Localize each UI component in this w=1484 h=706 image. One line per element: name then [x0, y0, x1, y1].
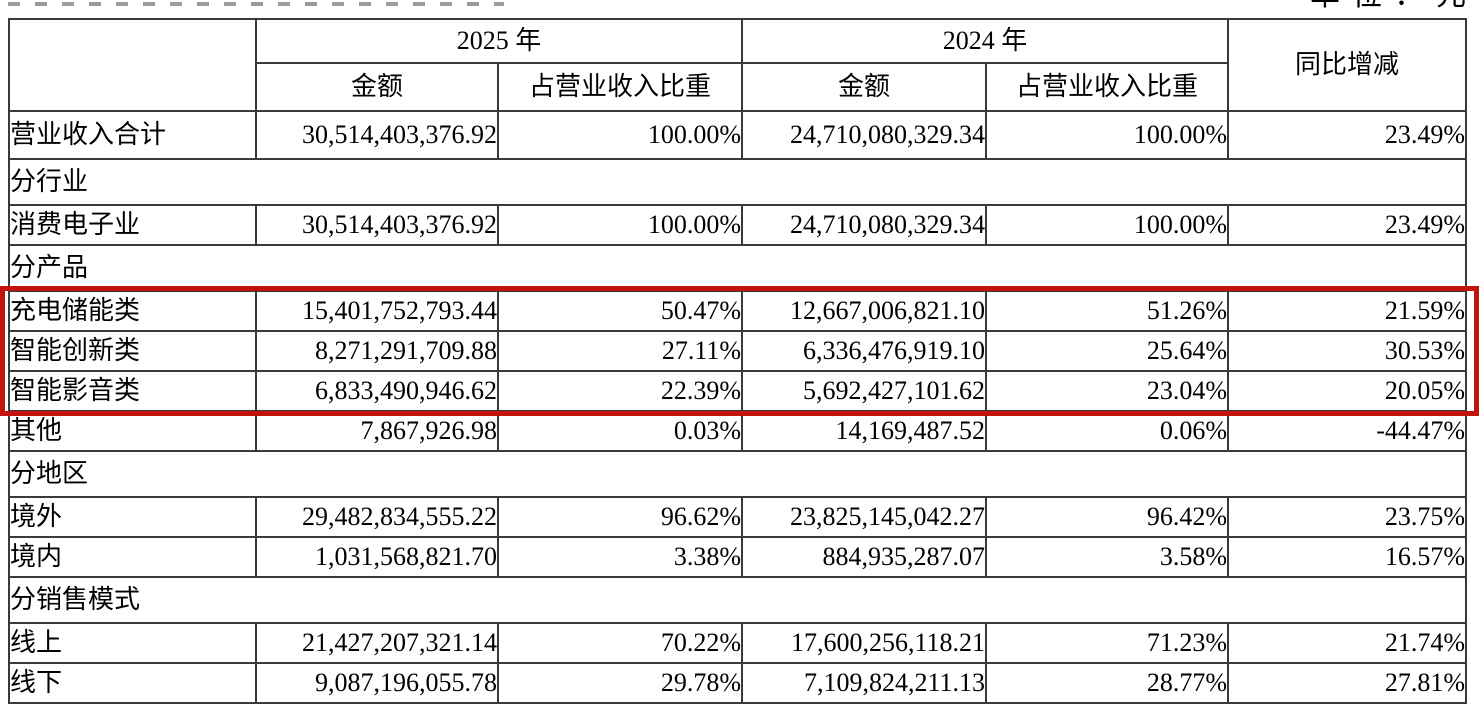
pct-2024: 96.42%: [985, 496, 1230, 538]
row-label: 线上: [8, 622, 257, 664]
section-row-label: 分产品: [7, 244, 1468, 292]
amount-2025: 6,833,490,946.62: [255, 370, 499, 412]
row-label: 充电储能类: [8, 290, 257, 332]
amount-2025: 8,271,291,709.88: [255, 330, 499, 372]
clipped-text-remnant: [8, 2, 504, 6]
row-label: 境外: [8, 496, 257, 538]
total-row: 营业收入合计 30,514,403,376.92 100.00% 24,710,080…: [8, 110, 1468, 160]
amount-2025: 30,514,403,376.92: [255, 110, 499, 160]
table-row: 消费电子业 30,514,403,376.92 100.00% 24,710,080,…: [8, 204, 1468, 246]
section-row: 分销售模式: [7, 576, 1468, 624]
pct-2025: 100.00%: [496, 204, 744, 246]
yoy-change: 27.81%: [1227, 662, 1468, 704]
amount-2024: 17,600,256,118.21: [741, 622, 988, 664]
table-header-measures: 金额 占营业收入比重 金额 占营业收入比重: [9, 62, 1466, 112]
pct-2025: 27.11%: [496, 330, 744, 372]
amount-2025: 9,087,196,055.78: [255, 662, 499, 704]
amount-2024: 6,336,476,919.10: [741, 330, 988, 372]
yoy-change: 23.75%: [1227, 496, 1468, 538]
amount-2024: 884,935,287.07: [741, 536, 988, 578]
yoy-change: 23.49%: [1227, 110, 1468, 160]
pct-2025: 100.00%: [496, 110, 744, 160]
pct-2025: 50.47%: [496, 290, 744, 332]
row-label: 线下: [8, 662, 257, 704]
table-row: 境内 1,031,568,821.70 3.38% 884,935,287.07 3.5…: [8, 536, 1468, 578]
header-year-2025: 2025 年: [254, 18, 744, 64]
pct-2024: 23.04%: [985, 370, 1230, 412]
section-row-label: 分销售模式: [7, 576, 1468, 624]
amount-2024: 23,825,145,042.27: [741, 496, 988, 538]
pct-2025: 29.78%: [496, 662, 744, 704]
header-yoy: 同比增减: [1227, 18, 1468, 112]
amount-2025: 21,427,207,321.14: [255, 622, 499, 664]
pct-2025: 0.03%: [496, 410, 744, 452]
table-row: 境外 29,482,834,555.22 96.62% 23,825,145,042.…: [8, 496, 1468, 538]
header-pct-2025: 占营业收入比重: [496, 62, 744, 112]
row-label: 其他: [8, 410, 257, 452]
table-row: 线下 9,087,196,055.78 29.78% 7,109,824,211.13…: [8, 662, 1468, 704]
amount-2024: 14,169,487.52: [741, 410, 988, 452]
table-row: 线上 21,427,207,321.14 70.22% 17,600,256,118.…: [8, 622, 1468, 664]
amount-2025: 7,867,926.98: [255, 410, 499, 452]
row-label: 营业收入合计: [8, 110, 257, 160]
header-pct-2024: 占营业收入比重: [985, 62, 1230, 112]
pct-2024: 28.77%: [985, 662, 1230, 704]
yoy-change: -44.47%: [1227, 410, 1468, 452]
yoy-change: 16.57%: [1227, 536, 1468, 578]
amount-2024: 12,667,006,821.10: [741, 290, 988, 332]
section-row-label: 分地区: [7, 450, 1468, 498]
yoy-change: 30.53%: [1227, 330, 1468, 372]
table-header-years: 2025 年 2024 年 同比增减: [8, 18, 1468, 112]
yoy-change: 23.49%: [1227, 204, 1468, 246]
amount-2025: 1,031,568,821.70: [255, 536, 499, 578]
amount-2025: 15,401,752,793.44: [255, 290, 499, 332]
header-empty-cell: [8, 18, 257, 112]
amount-2024: 24,710,080,329.34: [741, 204, 988, 246]
revenue-breakdown-table: 2025 年 2024 年 同比增减 金额 占营业收入比重 金额 占营业收入比重…: [7, 18, 1468, 704]
pct-2024: 51.26%: [985, 290, 1230, 332]
table-row: 智能创新类 8,271,291,709.88 27.11% 6,336,476,919…: [8, 330, 1468, 372]
header-year-2024: 2024 年: [741, 18, 1230, 64]
pct-2025: 70.22%: [496, 622, 744, 664]
pct-2025: 22.39%: [496, 370, 744, 412]
pct-2024: 71.23%: [985, 622, 1230, 664]
header-amount-2025: 金额: [255, 62, 499, 112]
section-row: 分产品: [7, 244, 1468, 292]
pct-2024: 25.64%: [985, 330, 1230, 372]
pct-2024: 100.00%: [985, 204, 1230, 246]
table-row: 智能影音类 6,833,490,946.62 22.39% 5,692,427,101…: [8, 370, 1468, 412]
pct-2024: 100.00%: [985, 110, 1230, 160]
table-body: 营业收入合计 30,514,403,376.92 100.00% 24,710,080…: [7, 110, 1468, 704]
section-row: 分地区: [7, 450, 1468, 498]
table-row: 充电储能类 15,401,752,793.44 50.47% 12,667,006,8…: [8, 290, 1468, 332]
pct-2024: 3.58%: [985, 536, 1230, 578]
unit-label-clipped: 单位：元: [1310, 0, 1478, 13]
row-label: 境内: [8, 536, 257, 578]
amount-2024: 5,692,427,101.62: [741, 370, 988, 412]
unit-label-text: 单位：元: [1310, 0, 1478, 13]
section-row: 分行业: [7, 158, 1468, 206]
header-amount-2024: 金额: [741, 62, 988, 112]
amount-2024: 24,710,080,329.34: [741, 110, 988, 160]
row-label: 智能影音类: [8, 370, 257, 412]
yoy-change: 21.59%: [1227, 290, 1468, 332]
amount-2024: 7,109,824,211.13: [741, 662, 988, 704]
row-label: 消费电子业: [8, 204, 257, 246]
amount-2025: 30,514,403,376.92: [255, 204, 499, 246]
pct-2024: 0.06%: [985, 410, 1230, 452]
section-row-label: 分行业: [7, 158, 1468, 206]
table-row: 其他 7,867,926.98 0.03% 14,169,487.52 0.06% -44…: [8, 410, 1468, 452]
yoy-change: 20.05%: [1227, 370, 1468, 412]
pct-2025: 96.62%: [496, 496, 744, 538]
row-label: 智能创新类: [8, 330, 257, 372]
yoy-change: 21.74%: [1227, 622, 1468, 664]
amount-2025: 29,482,834,555.22: [255, 496, 499, 538]
pct-2025: 3.38%: [496, 536, 744, 578]
